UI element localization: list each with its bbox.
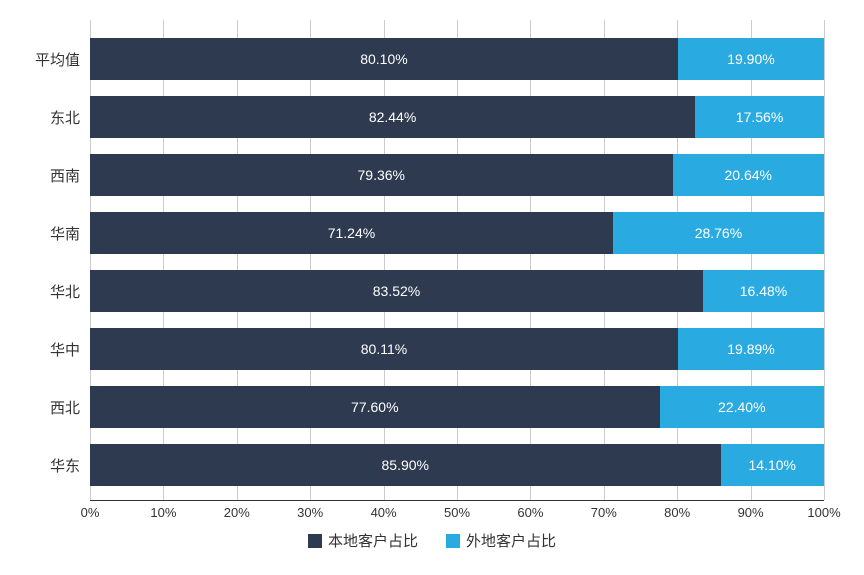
bar-row: 华南71.24%28.76%	[90, 204, 824, 262]
x-axis-tick: 30%	[297, 505, 323, 520]
bar-track: 85.90% 14.10%	[90, 444, 824, 486]
bar-track: 79.36% 20.64%	[90, 154, 824, 196]
bar-segment: 83.52%	[90, 270, 703, 312]
category-label: 华北	[20, 281, 80, 302]
bar-value-label: 17.56%	[736, 109, 783, 125]
bar-segment: 17.56%	[695, 96, 824, 138]
bar-value-label: 14.10%	[749, 457, 796, 473]
bar-value-label: 80.11%	[361, 341, 407, 357]
bar-track: 82.44% 17.56%	[90, 96, 824, 138]
bar-row: 东北82.44%17.56%	[90, 88, 824, 146]
bar-value-label: 16.48%	[740, 283, 787, 299]
x-axis-tick: 80%	[664, 505, 690, 520]
bar-value-label: 28.76%	[695, 225, 742, 241]
bar-track: 77.60% 22.40%	[90, 386, 824, 428]
legend-swatch-nonlocal	[446, 534, 460, 548]
legend-label-nonlocal: 外地客户占比	[466, 530, 556, 551]
bar-value-label: 82.44%	[369, 109, 416, 125]
legend-swatch-local	[308, 534, 322, 548]
bar-segment: 22.40%	[660, 386, 824, 428]
x-axis-tick: 0%	[81, 505, 100, 520]
x-axis-tick: 60%	[517, 505, 543, 520]
bar-track: 80.11% 19.89%	[90, 328, 824, 370]
bar-row: 华北83.52%16.48%	[90, 262, 824, 320]
bar-value-label: 19.89%	[727, 341, 774, 357]
bar-value-label: 80.10%	[360, 51, 407, 67]
category-label: 华中	[20, 339, 80, 360]
bar-row: 华东85.90%14.10%	[90, 436, 824, 494]
x-axis-tick: 70%	[591, 505, 617, 520]
category-label: 平均值	[20, 49, 80, 70]
x-axis-tick: 20%	[224, 505, 250, 520]
bar-segment: 85.90%	[90, 444, 721, 486]
bar-value-label: 79.36%	[358, 167, 405, 183]
bar-segment: 20.64%	[673, 154, 824, 196]
bar-row: 西北77.60%22.40%	[90, 378, 824, 436]
bar-row: 华中80.11%19.89%	[90, 320, 824, 378]
x-axis-tick: 90%	[738, 505, 764, 520]
x-axis-tick: 10%	[150, 505, 176, 520]
bar-track: 83.52% 16.48%	[90, 270, 824, 312]
x-axis-tick: 50%	[444, 505, 470, 520]
bar-value-label: 83.52%	[373, 283, 420, 299]
bar-value-label: 19.90%	[727, 51, 774, 67]
category-label: 西北	[20, 397, 80, 418]
legend-item-local: 本地客户占比	[308, 530, 418, 551]
bar-value-label: 77.60%	[351, 399, 398, 415]
bar-track: 71.24% 28.76%	[90, 212, 824, 254]
bar-segment: 79.36%	[90, 154, 673, 196]
category-label: 西南	[20, 165, 80, 186]
category-label: 东北	[20, 107, 80, 128]
category-label: 华南	[20, 223, 80, 244]
gridline	[824, 20, 825, 500]
x-axis-tick: 40%	[371, 505, 397, 520]
bar-track: 80.10% 19.90%	[90, 38, 824, 80]
bar-segment: 80.11%	[90, 328, 678, 370]
bar-value-label: 85.90%	[382, 457, 429, 473]
bar-segment: 19.89%	[678, 328, 824, 370]
bar-segment: 80.10%	[90, 38, 678, 80]
category-label: 华东	[20, 455, 80, 476]
x-axis: 0%10%20%30%40%50%60%70%80%90%100%	[90, 500, 824, 525]
bar-segment: 28.76%	[613, 212, 824, 254]
bar-segment: 71.24%	[90, 212, 613, 254]
bar-row: 西南79.36%20.64%	[90, 146, 824, 204]
chart-container: 平均值 80.10% 19.90% 东北 82.44% 17.56% 西南 79.36% 20.…	[0, 0, 864, 575]
bar-row: 平均值80.10%19.90%	[90, 30, 824, 88]
legend: 本地客户占比 外地客户占比	[20, 530, 844, 551]
legend-label-local: 本地客户占比	[328, 530, 418, 551]
bars-group: 平均值80.10%19.90%东北82.44%17.56%西南79.36%20.…	[90, 20, 824, 500]
plot-area: 平均值80.10%19.90%东北82.44%17.56%西南79.36%20.…	[90, 20, 824, 500]
x-axis-tick: 100%	[807, 505, 840, 520]
bar-value-label: 22.40%	[718, 399, 765, 415]
bar-segment: 14.10%	[721, 444, 824, 486]
bar-segment: 16.48%	[703, 270, 824, 312]
bar-segment: 82.44%	[90, 96, 695, 138]
bar-segment: 77.60%	[90, 386, 660, 428]
bar-value-label: 20.64%	[725, 167, 772, 183]
bar-segment: 19.90%	[678, 38, 824, 80]
bar-value-label: 71.24%	[328, 225, 375, 241]
legend-item-nonlocal: 外地客户占比	[446, 530, 556, 551]
